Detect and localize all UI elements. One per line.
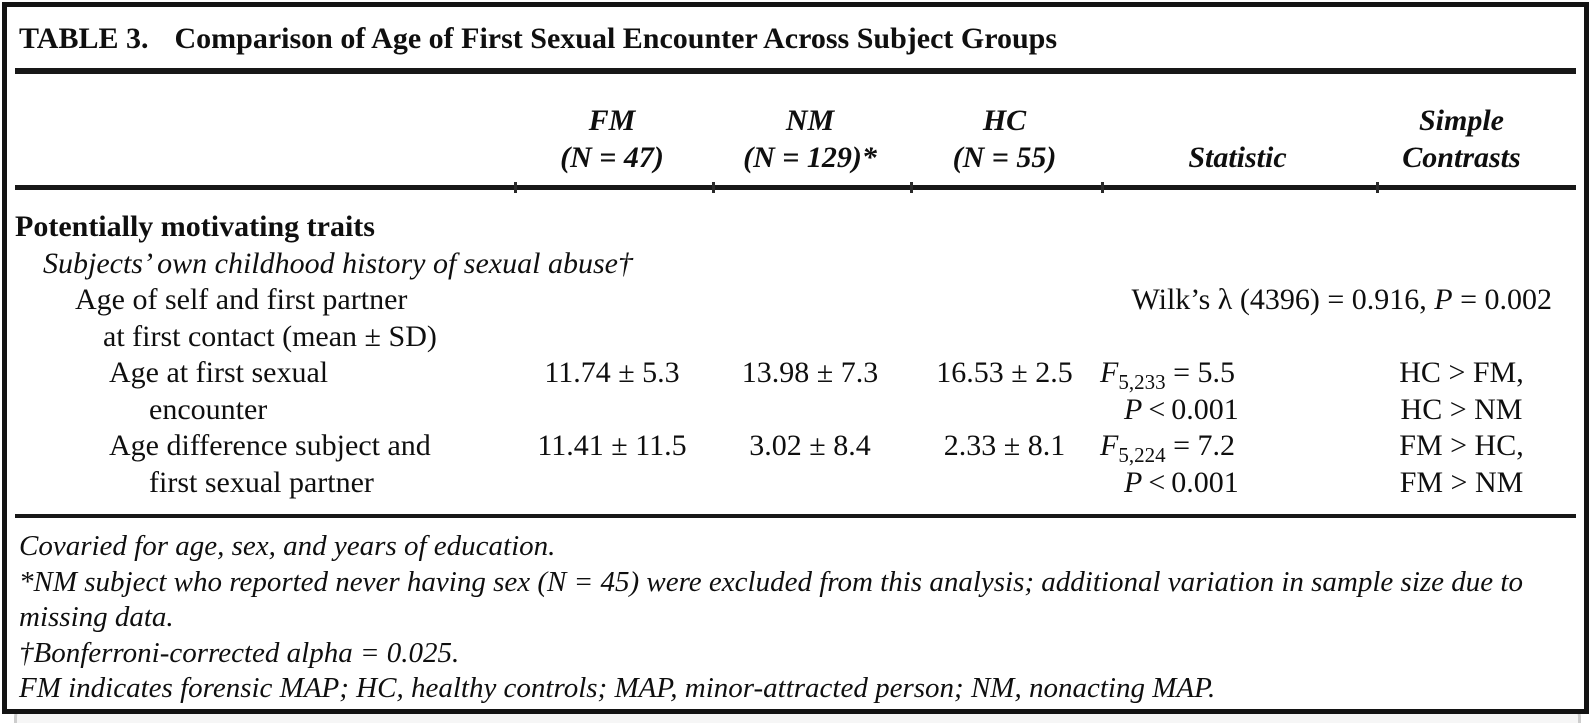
value-nm: 3.02 ± 8.4 bbox=[749, 429, 871, 462]
column-divider-tick bbox=[1101, 182, 1104, 193]
footnotes: Covaried for age, sex, and years of educ… bbox=[13, 518, 1578, 707]
column-divider-tick bbox=[910, 182, 913, 193]
column-header-fm: FM (N = 47) bbox=[560, 104, 664, 174]
value-fm: 11.41 ± 11.5 bbox=[537, 429, 687, 462]
f-statistic: F5,233 = 5.5 bbox=[1100, 356, 1235, 394]
f-statistic: F5,224 = 7.2 bbox=[1100, 429, 1235, 467]
column-header-nm: NM (N = 129)* bbox=[743, 104, 877, 174]
column-header-row: FM (N = 47) NM (N = 129)* HC (N = 55) St… bbox=[13, 74, 1578, 185]
contrast-value: HC > FM, bbox=[1399, 356, 1524, 389]
title-rule bbox=[15, 68, 1576, 74]
p-value: P < 0.001 bbox=[1124, 465, 1239, 499]
footnote-nm-excluded-continuation: missing data. bbox=[19, 601, 174, 633]
contrast-value: FM > NM bbox=[1399, 465, 1524, 499]
header-rule bbox=[15, 182, 1576, 193]
column-divider-tick bbox=[1376, 182, 1379, 193]
table-row-wilks-line1: Age of self and first partner Wilk’s λ (… bbox=[13, 282, 1578, 319]
row-label-continuation: first sexual partner bbox=[149, 465, 374, 499]
column-header-hc: HC (N = 55) bbox=[952, 104, 1057, 174]
column-header-statistic: Statistic bbox=[1188, 141, 1287, 174]
wilks-statistic: Wilk’s λ (4396) = 0.916, P = 0.002 bbox=[1131, 283, 1553, 316]
column-header-simple-contrasts: Simple Contrasts bbox=[1402, 104, 1521, 174]
table-row-age-diff-line2: first sexual partner P < 0.001 FM > NM bbox=[13, 465, 1578, 502]
table-number-label: TABLE 3. bbox=[19, 22, 149, 55]
row-label-continuation: encounter bbox=[149, 392, 268, 426]
section-row: Potentially motivating traits bbox=[13, 209, 1578, 246]
table-row-wilks-line2: at first contact (mean ± SD) bbox=[13, 319, 1578, 356]
table-row-age-first-line2: encounter P < 0.001 HC > NM bbox=[13, 392, 1578, 429]
footnote-covaried: Covaried for age, sex, and years of educ… bbox=[19, 530, 556, 562]
table-row-age-first-line1: Age at first sexual 11.74 ± 5.3 13.98 ± … bbox=[13, 355, 1578, 394]
contrast-value: HC > NM bbox=[1400, 392, 1523, 426]
footnote-abbreviations: FM indicates forensic MAP; HC, healthy c… bbox=[19, 672, 1216, 704]
footnote-nm-excluded: *NM subject who reported never having se… bbox=[19, 565, 1523, 598]
row-label: Age of self and first partner bbox=[75, 283, 408, 316]
subsection-heading: Subjects’ own childhood history of sexua… bbox=[43, 246, 633, 280]
contrast-value: FM > HC, bbox=[1399, 429, 1524, 462]
row-label: Age at first sexual bbox=[109, 356, 329, 389]
table-row-age-diff-line1: Age difference subject and 11.41 ± 11.5 … bbox=[13, 428, 1578, 467]
table-title: TABLE 3. Comparison of Age of First Sexua… bbox=[13, 7, 1578, 64]
column-divider-tick bbox=[514, 182, 517, 193]
column-divider-tick bbox=[712, 182, 715, 193]
value-hc: 16.53 ± 2.5 bbox=[936, 356, 1073, 389]
p-value: P < 0.001 bbox=[1124, 392, 1239, 426]
value-fm: 11.74 ± 5.3 bbox=[544, 356, 680, 389]
footnote-rule bbox=[15, 514, 1576, 518]
value-nm: 13.98 ± 7.3 bbox=[741, 356, 879, 389]
row-label-continuation: at first contact (mean ± SD) bbox=[103, 319, 437, 353]
row-label: Age difference subject and bbox=[109, 429, 431, 462]
subsection-row: Subjects’ own childhood history of sexua… bbox=[13, 246, 1578, 283]
footnote-bonferroni: †Bonferroni-corrected alpha = 0.025. bbox=[19, 636, 460, 669]
table-body: Potentially motivating traits Subjects’ … bbox=[13, 190, 1578, 514]
value-hc: 2.33 ± 8.1 bbox=[943, 429, 1066, 462]
section-heading: Potentially motivating traits bbox=[15, 210, 375, 243]
table-card: TABLE 3. Comparison of Age of First Sexua… bbox=[2, 2, 1589, 714]
table-title-text: Comparison of Age of First Sexual Encoun… bbox=[174, 22, 1058, 55]
